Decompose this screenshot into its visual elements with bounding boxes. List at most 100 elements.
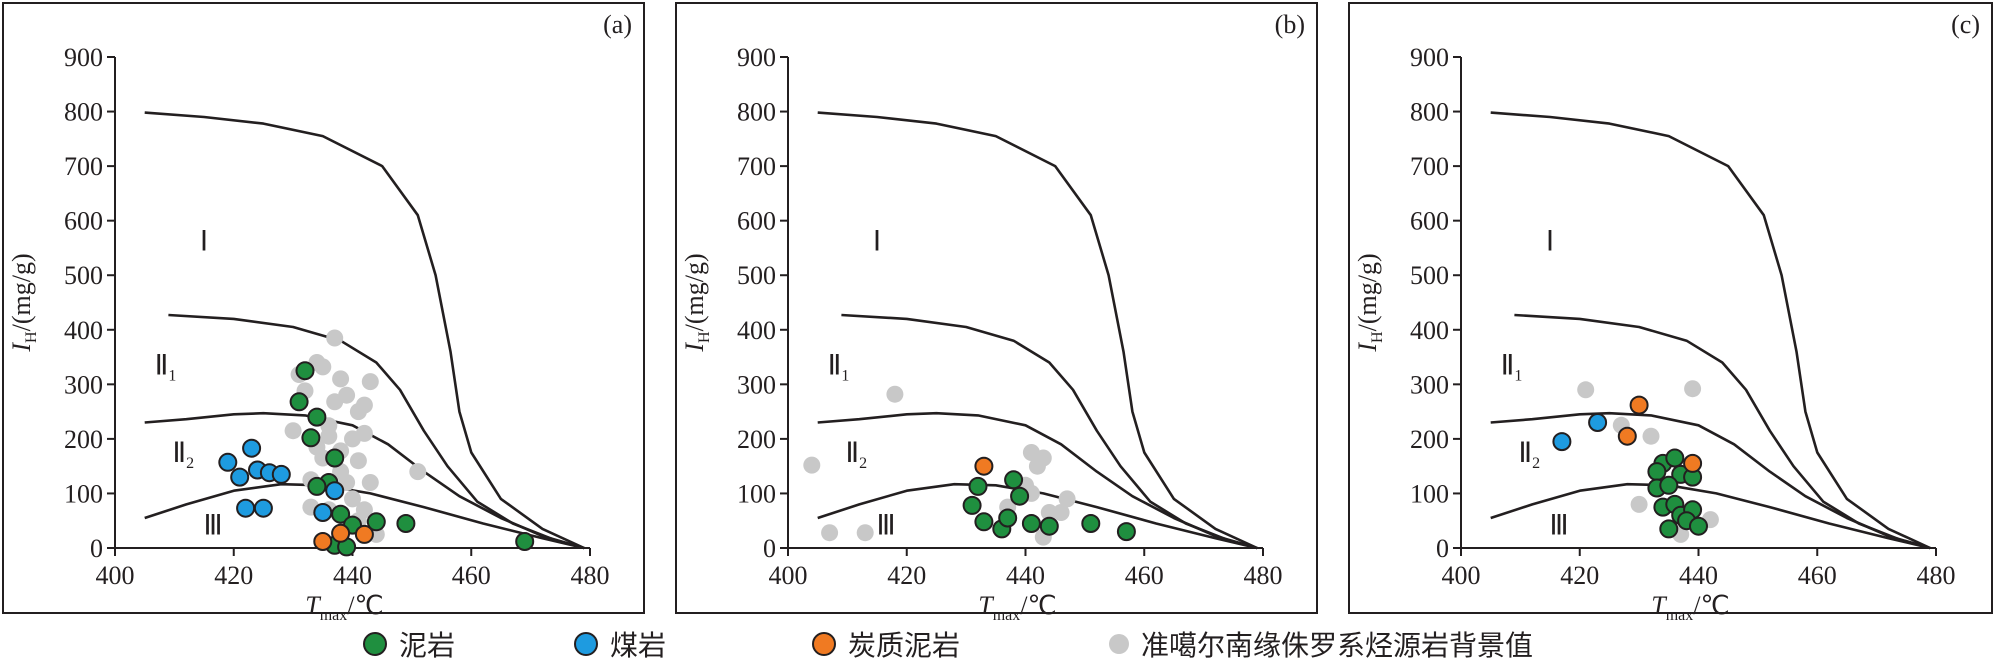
point-mudstone	[1647, 462, 1667, 482]
point-background	[409, 463, 427, 481]
point-background	[332, 370, 350, 388]
boundary-curve-i-upper	[1490, 111, 1931, 550]
point-carbonaceous-mudstone	[1683, 453, 1703, 473]
y-tick-label: 0	[763, 534, 776, 563]
x-tick-label: 440	[333, 561, 372, 590]
legend-marker-coal	[574, 632, 598, 656]
zone-label-II1: Ⅱ1	[1501, 351, 1523, 385]
legend-label-coal: 煤岩	[610, 629, 667, 662]
boundary-curve-ii2-upper	[817, 411, 1258, 550]
y-tick-label: 700	[64, 152, 103, 181]
point-background	[338, 386, 356, 404]
panel-label: (a)	[603, 10, 632, 39]
legend-marker-mudstone	[363, 632, 387, 656]
zone-label-II2: Ⅱ2	[1518, 438, 1540, 472]
x-tick-label: 400	[96, 561, 135, 590]
x-axis-title: Tmax/℃	[978, 591, 1056, 620]
chart-svg: (a) 400 420 440 460 480 0 100 200 300 400 500 600 700…	[2, 2, 1993, 624]
point-mudstone	[1004, 470, 1024, 490]
x-tick-label: 400	[769, 561, 808, 590]
zone-label-III: Ⅲ	[203, 510, 222, 541]
panel-label: (b)	[1275, 10, 1305, 39]
point-carbonaceous-mudstone	[974, 456, 994, 476]
point-mudstone	[1010, 486, 1030, 506]
y-tick-label: 300	[1410, 370, 1449, 399]
y-tick-label: 0	[90, 534, 103, 563]
point-background	[344, 490, 361, 508]
point-mudstone	[1689, 516, 1708, 536]
x-tick-label: 420	[887, 561, 926, 590]
point-mudstone	[1021, 514, 1041, 533]
point-background	[856, 524, 874, 542]
y-tick-label: 100	[1410, 479, 1449, 508]
point-background	[1684, 380, 1702, 398]
y-tick-label: 500	[64, 261, 103, 290]
boundary-curve-i-upper	[817, 111, 1258, 550]
y-tick-label: 100	[64, 479, 103, 508]
point-background	[1058, 490, 1076, 508]
point-background	[1630, 495, 1648, 513]
legend-marker-carbonaceous-mudstone	[812, 632, 836, 656]
point-carbonaceous-mudstone	[331, 523, 351, 543]
y-tick-label: 0	[1436, 534, 1449, 563]
panel-frame	[675, 2, 1318, 614]
y-tick-label: 700	[1410, 152, 1449, 181]
zone-label-I: Ⅰ	[873, 227, 881, 258]
point-background	[1577, 381, 1595, 399]
point-coal	[230, 467, 250, 487]
zone-label-II1: Ⅱ1	[155, 351, 177, 385]
point-carbonaceous-mudstone	[313, 532, 333, 551]
point-mudstone	[1659, 519, 1679, 539]
boundary-curve-iii-upper	[1490, 482, 1931, 550]
x-tick-label: 440	[1679, 561, 1718, 590]
x-tick-label: 460	[1125, 561, 1164, 590]
x-tick-label: 480	[571, 561, 610, 590]
panel-0: (a) 400 420 440 460 480 0 100 200 300 400 500 600 700…	[2, 2, 645, 624]
y-tick-label: 200	[64, 425, 103, 454]
x-axis-title: Tmax/℃	[305, 591, 383, 620]
y-axis-title: IH/(mg/g)	[1353, 253, 1386, 352]
point-mudstone	[968, 476, 988, 496]
point-carbonaceous-mudstone	[1617, 426, 1637, 446]
zone-label-III: Ⅲ	[876, 510, 895, 541]
x-tick-label: 460	[1798, 561, 1837, 590]
point-background	[1052, 504, 1070, 521]
point-mudstone	[396, 514, 416, 533]
point-background	[1034, 449, 1052, 467]
point-mudstone	[515, 532, 535, 551]
point-background	[361, 474, 379, 491]
point-background	[1642, 427, 1660, 445]
y-tick-label: 200	[737, 425, 776, 454]
y-tick-label: 200	[1410, 425, 1449, 454]
point-coal	[271, 464, 291, 484]
point-mudstone	[962, 495, 982, 515]
legend-label-background: 准噶尔南缘侏罗系烃源岩背景值	[1141, 629, 1534, 662]
point-coal	[325, 481, 345, 501]
y-tick-label: 800	[64, 98, 103, 127]
legend-label-mudstone: 泥岩	[399, 629, 456, 662]
y-tick-label: 600	[64, 207, 103, 236]
point-mudstone	[1665, 448, 1685, 468]
legend-item-mudstone: 泥岩	[363, 624, 455, 664]
point-carbonaceous-mudstone	[354, 524, 374, 544]
panel-1: (b) 400 420 440 460 480 0 100 200 300 400 500 600 700…	[675, 2, 1318, 624]
point-background	[886, 385, 904, 403]
y-axis-title: IH/(mg/g)	[7, 253, 40, 352]
boundary-curve-i-upper	[144, 111, 585, 550]
y-tick-label: 900	[64, 43, 103, 72]
boundary-curve-ii2-upper	[1490, 411, 1931, 550]
zone-label-III: Ⅲ	[1549, 510, 1568, 541]
point-coal	[253, 498, 273, 518]
zone-label-I: Ⅰ	[200, 227, 208, 258]
y-tick-label: 400	[64, 316, 103, 345]
point-background	[355, 424, 373, 442]
point-background	[326, 329, 344, 347]
y-tick-label: 400	[737, 316, 776, 345]
y-tick-label: 600	[737, 207, 776, 236]
point-carbonaceous-mudstone	[1629, 395, 1649, 415]
point-background	[821, 524, 839, 542]
point-mudstone	[301, 428, 321, 448]
y-tick-label: 800	[737, 98, 776, 127]
point-coal	[242, 438, 262, 458]
